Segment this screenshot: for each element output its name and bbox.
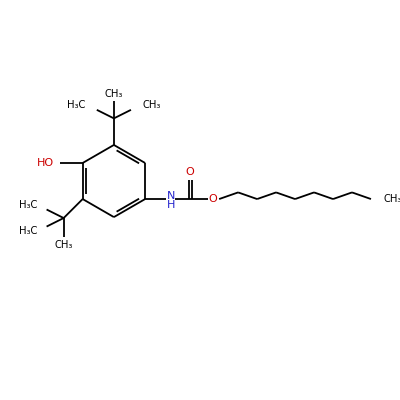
Text: H₃C: H₃C	[67, 100, 86, 110]
Text: CH₃: CH₃	[54, 240, 73, 250]
Text: HO: HO	[37, 158, 54, 168]
Text: O: O	[186, 168, 194, 178]
Text: N: N	[166, 191, 175, 201]
Text: CH₃: CH₃	[142, 100, 161, 110]
Text: H₃C: H₃C	[19, 200, 37, 210]
Text: CH₃: CH₃	[383, 194, 400, 204]
Text: O: O	[208, 194, 217, 204]
Text: H₃C: H₃C	[19, 226, 37, 236]
Text: CH₃: CH₃	[105, 89, 123, 99]
Text: H: H	[166, 200, 175, 210]
